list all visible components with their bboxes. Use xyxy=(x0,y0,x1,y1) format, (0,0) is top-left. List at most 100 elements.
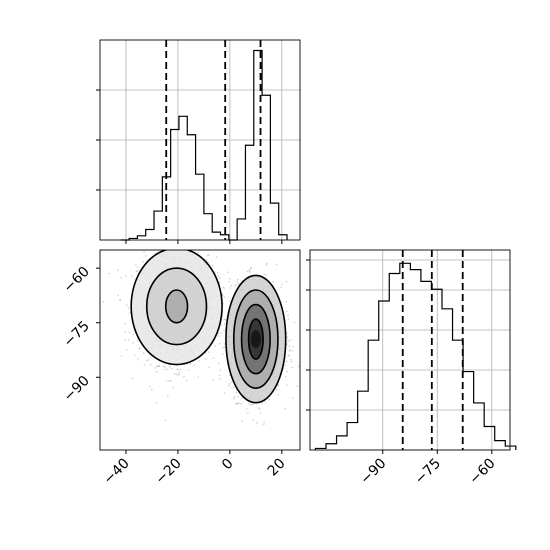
scatter-point xyxy=(234,285,236,287)
scatter-point xyxy=(263,421,265,423)
scatter-point xyxy=(237,396,239,398)
scatter-point xyxy=(272,281,274,283)
scatter-point xyxy=(136,266,139,268)
scatter-point xyxy=(149,357,151,359)
scatter-point xyxy=(230,285,232,287)
scatter-point xyxy=(250,248,251,249)
scatter-point xyxy=(227,385,230,387)
scatter-point xyxy=(214,271,216,273)
scatter-point xyxy=(235,402,238,405)
frame-scatter xyxy=(99,249,301,451)
scatter-point xyxy=(286,360,288,363)
scatter-point xyxy=(197,251,200,253)
scatter-point xyxy=(285,332,288,334)
scatter-point xyxy=(241,420,243,422)
scatter-point xyxy=(150,363,152,366)
scatter-point xyxy=(205,259,208,261)
scatter-point xyxy=(237,402,239,405)
scatter-point xyxy=(219,277,221,279)
scatter-point xyxy=(247,275,249,278)
scatter-point xyxy=(164,419,167,422)
histogram-x-steps xyxy=(120,49,288,241)
scatter-point xyxy=(192,245,193,246)
scatter-point xyxy=(289,339,291,341)
scatter-point xyxy=(250,268,252,270)
scatter-point xyxy=(276,388,278,391)
scatter-point xyxy=(178,373,181,375)
scatter-point xyxy=(215,256,218,258)
scatter-point xyxy=(174,373,176,375)
scatter-point xyxy=(119,298,121,301)
tick-label-x-3: 20 xyxy=(265,456,289,480)
scatter-point xyxy=(207,261,209,263)
scatter-point xyxy=(212,357,214,359)
scatter-point xyxy=(146,359,148,362)
scatter-point xyxy=(131,275,133,277)
scatter-point xyxy=(289,349,291,352)
scatter-point xyxy=(284,408,286,410)
scatter-point xyxy=(135,264,137,266)
scatter-point xyxy=(229,278,231,280)
scatter-point xyxy=(158,364,160,367)
scatter-point xyxy=(175,373,178,375)
contour-line-0-2 xyxy=(164,289,189,324)
scatter-point xyxy=(227,271,229,273)
scatter-point xyxy=(185,380,188,382)
scatter-point xyxy=(296,385,298,387)
scatter-point xyxy=(143,352,145,355)
scatter-point xyxy=(228,374,231,376)
scatter-point xyxy=(261,402,263,405)
scatter-point xyxy=(120,355,123,357)
scatter-point xyxy=(193,364,195,366)
scatter-point xyxy=(286,343,288,345)
scatter-point xyxy=(252,419,254,421)
histogram-y-panel xyxy=(310,250,517,450)
scatter-point xyxy=(231,386,233,389)
scatter-point xyxy=(167,394,169,397)
scatter-point xyxy=(280,286,282,288)
scatter-point xyxy=(287,355,289,357)
scatter-point xyxy=(221,324,223,326)
tick-label-y-2: −60 xyxy=(61,264,93,296)
scatter-point xyxy=(132,342,134,344)
scatter-point xyxy=(219,281,221,284)
scatter-point xyxy=(198,360,201,362)
scatter-point xyxy=(229,287,231,289)
scatter-point xyxy=(286,310,288,313)
scatter-point xyxy=(229,383,231,385)
scatter-point xyxy=(193,223,194,224)
scatter-point xyxy=(292,345,294,348)
scatter-point xyxy=(231,381,233,383)
scatter-point xyxy=(157,365,159,367)
scatter-point xyxy=(120,277,122,279)
scatter-point xyxy=(256,422,258,424)
scatter-panel xyxy=(102,223,300,425)
scatter-point xyxy=(172,246,173,247)
scatter-point xyxy=(218,343,221,345)
scatter-point xyxy=(168,243,169,244)
scatter-point xyxy=(229,300,231,302)
scatter-point xyxy=(246,270,248,273)
scatter-point xyxy=(265,262,268,265)
scatter-point xyxy=(219,369,221,371)
tick-label-right-x-1: −75 xyxy=(412,456,444,488)
scatter-point xyxy=(223,329,225,332)
scatter-point xyxy=(208,366,210,368)
scatter-point xyxy=(124,331,126,333)
scatter-point xyxy=(277,384,279,386)
scatter-point xyxy=(224,319,226,321)
scatter-point xyxy=(284,364,286,366)
scatter-point xyxy=(178,371,180,373)
scatter-point xyxy=(197,376,199,378)
scatter-point xyxy=(214,345,217,347)
scatter-point xyxy=(245,408,248,410)
scatter-point xyxy=(187,369,190,371)
scatter-point xyxy=(155,401,158,404)
scatter-point xyxy=(291,350,294,352)
scatter-point xyxy=(290,359,292,361)
scatter-point xyxy=(248,270,250,273)
scatter-point xyxy=(242,397,244,399)
tick-label-right-x-2: −60 xyxy=(466,456,498,488)
scatter-point xyxy=(259,412,262,414)
